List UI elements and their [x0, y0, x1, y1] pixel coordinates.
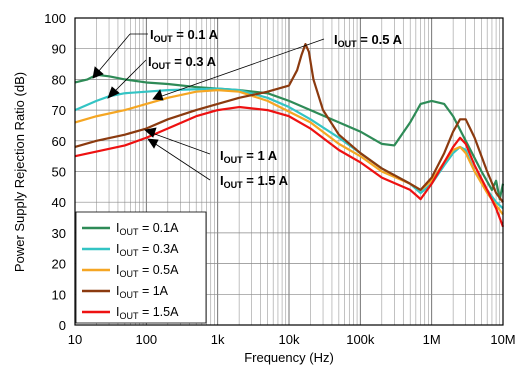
legend-box [75, 211, 207, 324]
y-tick-label: 0 [59, 318, 66, 333]
series-line-2 [74, 89, 504, 216]
legend-item-0: IOUT = 0.1A [82, 221, 179, 237]
x-axis-title: Frequency (Hz) [244, 350, 334, 365]
x-tick-label: 10 [68, 332, 82, 347]
x-tick-label: 100 [135, 332, 157, 347]
x-tick-label: 100k [346, 332, 375, 347]
y-axis-title: Power Supply Rejection Ratio (dB) [12, 72, 27, 272]
y-tick-label: 80 [52, 72, 66, 87]
series-line-3 [74, 42, 504, 203]
y-tick-label: 90 [52, 42, 66, 57]
y-tick-label: 60 [52, 134, 66, 149]
legend-label-1: IOUT = 0.3A [116, 242, 179, 258]
x-tick-label: 1M [423, 332, 441, 347]
y-tick-label: 20 [52, 257, 66, 272]
legend-label-0: IOUT = 0.1A [116, 221, 179, 237]
annotation-leaders [92, 33, 325, 181]
annotation-iout-0p1: IOUT = 0.1 A [150, 27, 219, 44]
legend: IOUT = 0.1A IOUT = 0.3A IOUT = 0.5A IOUT… [75, 211, 207, 324]
y-tick-label: 30 [52, 226, 66, 241]
annotation-iout-1p5: IOUT = 1.5 A [220, 173, 289, 190]
legend-item-3: IOUT = 1A [82, 284, 169, 300]
legend-label-4: IOUT = 1.5A [116, 305, 179, 321]
y-tick-label: 100 [44, 11, 66, 26]
legend-label-2: IOUT = 0.5A [116, 263, 179, 279]
legend-item-2: IOUT = 0.5A [82, 263, 179, 279]
x-tick-label: 10M [490, 332, 515, 347]
series-line-1 [74, 87, 504, 210]
legend-label-3: IOUT = 1A [116, 284, 169, 300]
series-line-0 [74, 73, 505, 201]
y-tick-label: 40 [52, 195, 66, 210]
x-tick-label: 10k [279, 332, 300, 347]
tick-labels: 10 100 1k 10k 100k 1M 10M010203040506070809010… [44, 11, 515, 347]
annotation-iout-0p5: IOUT = 0.5 A [334, 32, 403, 49]
x-tick-label: 1k [211, 332, 225, 347]
y-tick-label: 70 [52, 103, 66, 118]
legend-item-1: IOUT = 0.3A [82, 242, 179, 258]
legend-item-4: IOUT = 1.5A [82, 305, 179, 321]
y-tick-label: 10 [52, 287, 66, 302]
annotations: IOUT = 0.1 A IOUT = 0.3 A IOUT = 0.5 A I… [148, 27, 403, 190]
annotation-iout-0p3: IOUT = 0.3 A [148, 54, 217, 71]
series-line-4 [74, 105, 505, 228]
annotation-iout-1: IOUT = 1 A [220, 148, 278, 165]
y-tick-label: 50 [52, 165, 66, 180]
series-layer [74, 42, 505, 228]
plot-frame [74, 17, 504, 326]
